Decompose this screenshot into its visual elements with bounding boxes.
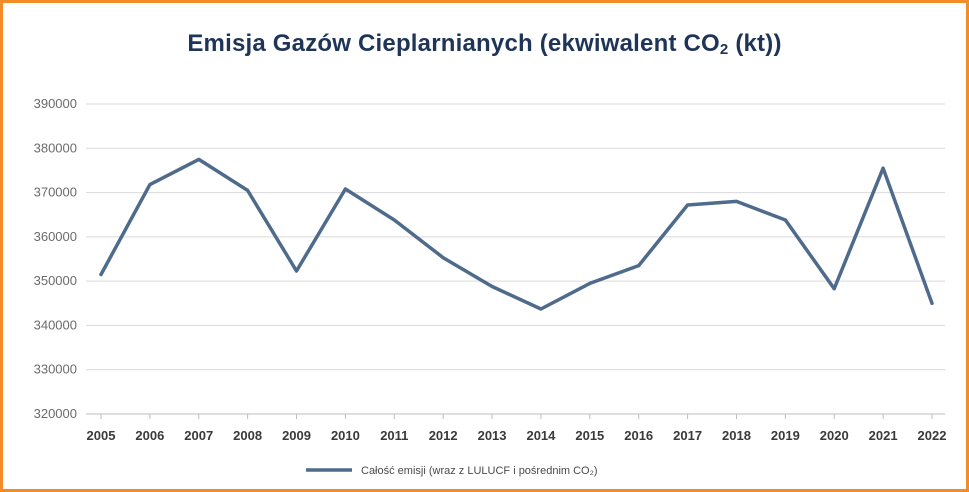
y-tick-label: 390000 <box>34 96 77 111</box>
data-point <box>832 287 836 291</box>
data-point <box>881 166 885 170</box>
data-point <box>930 301 934 305</box>
data-point <box>686 203 690 207</box>
data-point <box>343 187 347 191</box>
data-point <box>734 199 738 203</box>
x-tick-label: 2019 <box>771 428 800 443</box>
data-point <box>148 183 152 187</box>
x-tick-label: 2007 <box>184 428 213 443</box>
data-point <box>490 284 494 288</box>
x-tick-label: 2013 <box>478 428 507 443</box>
x-tick-label: 2010 <box>331 428 360 443</box>
y-tick-label: 350000 <box>34 273 77 288</box>
data-point <box>539 307 543 311</box>
y-tick-label: 320000 <box>34 406 77 421</box>
x-tick-label: 2016 <box>624 428 653 443</box>
x-tick-label: 2017 <box>673 428 702 443</box>
data-point <box>392 218 396 222</box>
data-point <box>197 157 201 161</box>
x-tick-label: 2006 <box>135 428 164 443</box>
x-tick-label: 2015 <box>575 428 604 443</box>
data-point <box>441 256 445 260</box>
x-tick-label: 2009 <box>282 428 311 443</box>
chart-title: Emisja Gazów Cieplarnianych (ekwiwalent … <box>187 30 782 58</box>
data-point <box>295 269 299 273</box>
x-tick-label: 2021 <box>869 428 898 443</box>
y-tick-label: 360000 <box>34 229 77 244</box>
y-tick-label: 370000 <box>34 185 77 200</box>
legend-label: Całość emisji (wraz z LULUCF i pośrednim… <box>361 465 598 477</box>
data-point <box>246 188 250 192</box>
data-point <box>783 218 787 222</box>
x-tick-label: 2012 <box>429 428 458 443</box>
x-tick-label: 2011 <box>380 428 408 443</box>
x-tick-label: 2005 <box>87 428 116 443</box>
x-tick-label: 2008 <box>233 428 262 443</box>
y-tick-label: 340000 <box>34 317 77 332</box>
chart-title-subscript: 2 <box>719 41 729 58</box>
y-tick-label: 380000 <box>34 140 77 155</box>
series-line <box>99 157 934 311</box>
x-tick-label: 2018 <box>722 428 751 443</box>
data-point <box>99 273 103 276</box>
y-tick-label: 330000 <box>34 362 77 377</box>
x-tick-label: 2014 <box>526 428 556 443</box>
data-point <box>637 264 641 268</box>
data-point <box>588 281 592 285</box>
x-tick-label: 2022 <box>918 428 947 443</box>
x-tick-label: 2020 <box>820 428 849 443</box>
